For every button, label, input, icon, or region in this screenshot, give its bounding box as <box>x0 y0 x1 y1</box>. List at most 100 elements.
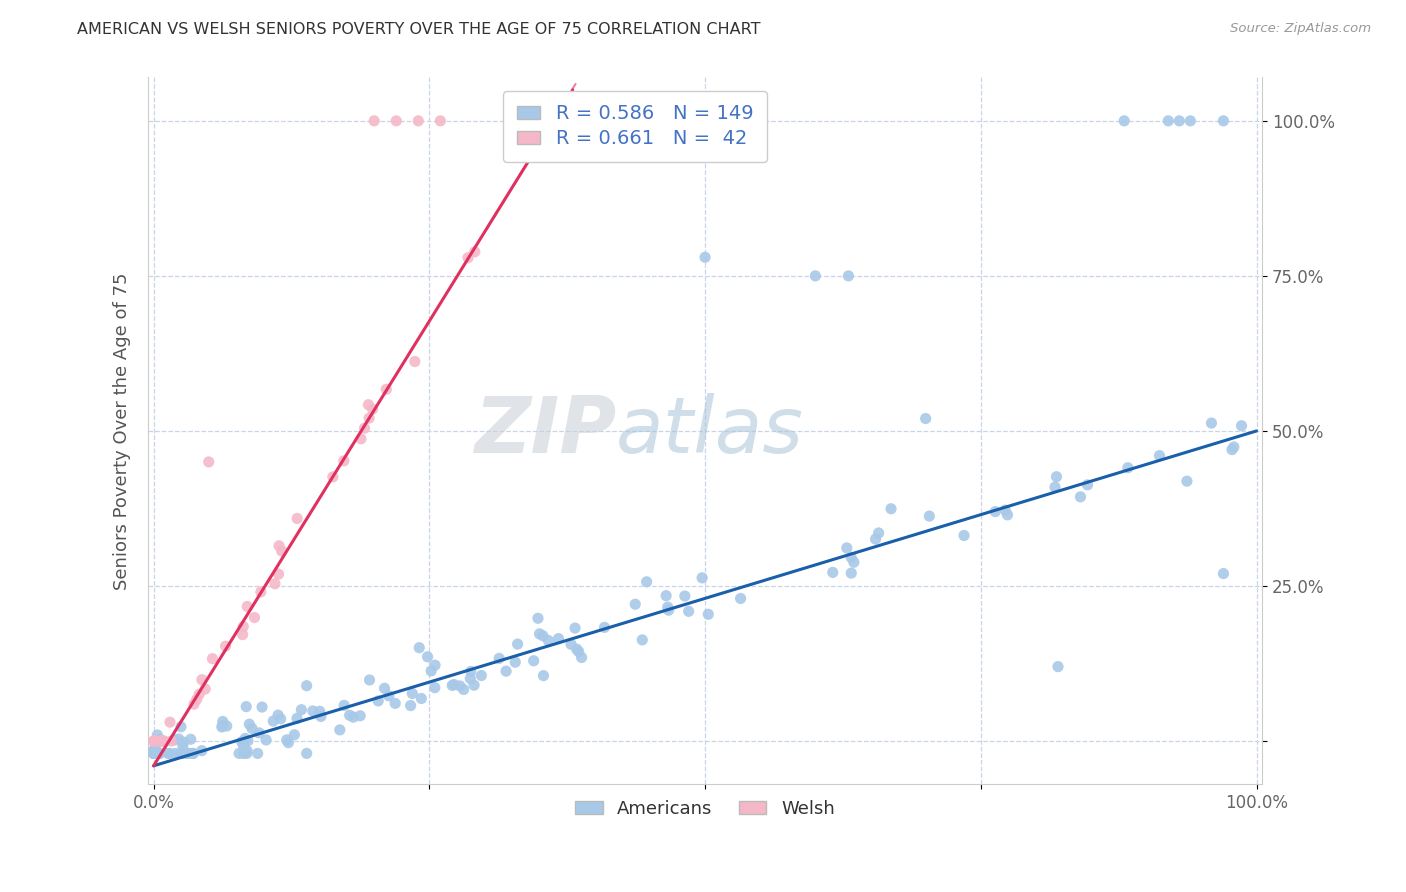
Point <box>153 734 176 748</box>
Text: AMERICAN VS WELSH SENIORS POVERTY OVER THE AGE OF 75 CORRELATION CHART: AMERICAN VS WELSH SENIORS POVERTY OVER T… <box>77 22 761 37</box>
Point <box>378 689 401 703</box>
Point <box>143 734 166 748</box>
Point <box>657 600 679 615</box>
Point <box>636 574 658 589</box>
Point <box>148 747 170 761</box>
Point <box>367 694 389 708</box>
Point <box>1157 113 1180 128</box>
Point <box>149 734 172 748</box>
Point <box>385 113 408 128</box>
Point <box>531 629 554 643</box>
Point <box>236 747 259 761</box>
Point <box>146 747 169 761</box>
Point <box>868 526 890 541</box>
Point <box>142 747 165 761</box>
Point <box>143 747 166 761</box>
Point <box>503 655 526 669</box>
Point <box>247 726 270 740</box>
Point <box>1175 474 1198 488</box>
Point <box>463 678 485 692</box>
Point <box>211 718 233 732</box>
Point <box>1212 566 1234 581</box>
Point <box>449 679 471 693</box>
Point <box>163 747 186 761</box>
Point <box>658 603 681 617</box>
Point <box>152 734 174 748</box>
Point <box>537 633 560 648</box>
Point <box>191 673 214 687</box>
Point <box>267 539 290 553</box>
Point <box>172 735 194 749</box>
Point <box>349 708 371 723</box>
Point <box>145 734 167 748</box>
Point <box>842 555 865 569</box>
Point <box>527 611 550 625</box>
Point <box>322 470 344 484</box>
Point <box>232 619 254 633</box>
Point <box>655 589 678 603</box>
Point <box>243 610 266 624</box>
Point <box>149 734 172 748</box>
Point <box>163 733 186 747</box>
Point <box>1069 490 1091 504</box>
Point <box>167 731 190 746</box>
Point <box>571 650 593 665</box>
Point <box>143 735 166 749</box>
Point <box>333 454 356 468</box>
Point <box>170 747 193 761</box>
Point <box>285 711 308 725</box>
Point <box>232 747 254 761</box>
Point <box>1212 113 1234 128</box>
Point <box>1149 449 1171 463</box>
Point <box>295 747 318 761</box>
Point <box>564 621 586 635</box>
Point <box>441 678 464 692</box>
Point <box>361 402 384 417</box>
Point <box>236 599 259 614</box>
Point <box>270 544 292 558</box>
Point <box>262 714 284 728</box>
Point <box>420 664 443 678</box>
Point <box>339 708 361 723</box>
Point <box>180 732 202 747</box>
Point <box>568 645 591 659</box>
Point <box>188 687 211 701</box>
Point <box>384 696 406 710</box>
Point <box>149 732 172 747</box>
Point <box>236 744 259 758</box>
Point <box>181 747 204 761</box>
Point <box>1046 659 1069 673</box>
Point <box>1116 460 1139 475</box>
Point <box>624 597 647 611</box>
Point <box>270 712 292 726</box>
Point <box>460 665 482 679</box>
Point <box>1114 113 1136 128</box>
Point <box>238 717 260 731</box>
Point <box>233 731 256 746</box>
Point <box>363 113 385 128</box>
Point <box>821 566 844 580</box>
Text: ZIP: ZIP <box>474 393 616 469</box>
Point <box>837 268 859 283</box>
Point <box>408 113 430 128</box>
Point <box>408 640 430 655</box>
Point <box>172 739 194 753</box>
Point <box>804 268 827 283</box>
Point <box>997 508 1019 522</box>
Point <box>506 637 529 651</box>
Point <box>149 747 172 761</box>
Point <box>373 681 395 696</box>
Point <box>865 532 887 546</box>
Point <box>142 747 165 761</box>
Point <box>214 639 236 653</box>
Point <box>142 747 165 761</box>
Point <box>411 691 433 706</box>
Point <box>353 421 375 435</box>
Point <box>276 732 298 747</box>
Point <box>176 747 198 761</box>
Point <box>145 747 167 761</box>
Point <box>157 747 180 761</box>
Point <box>533 668 555 682</box>
Point <box>160 734 183 748</box>
Point <box>183 747 205 761</box>
